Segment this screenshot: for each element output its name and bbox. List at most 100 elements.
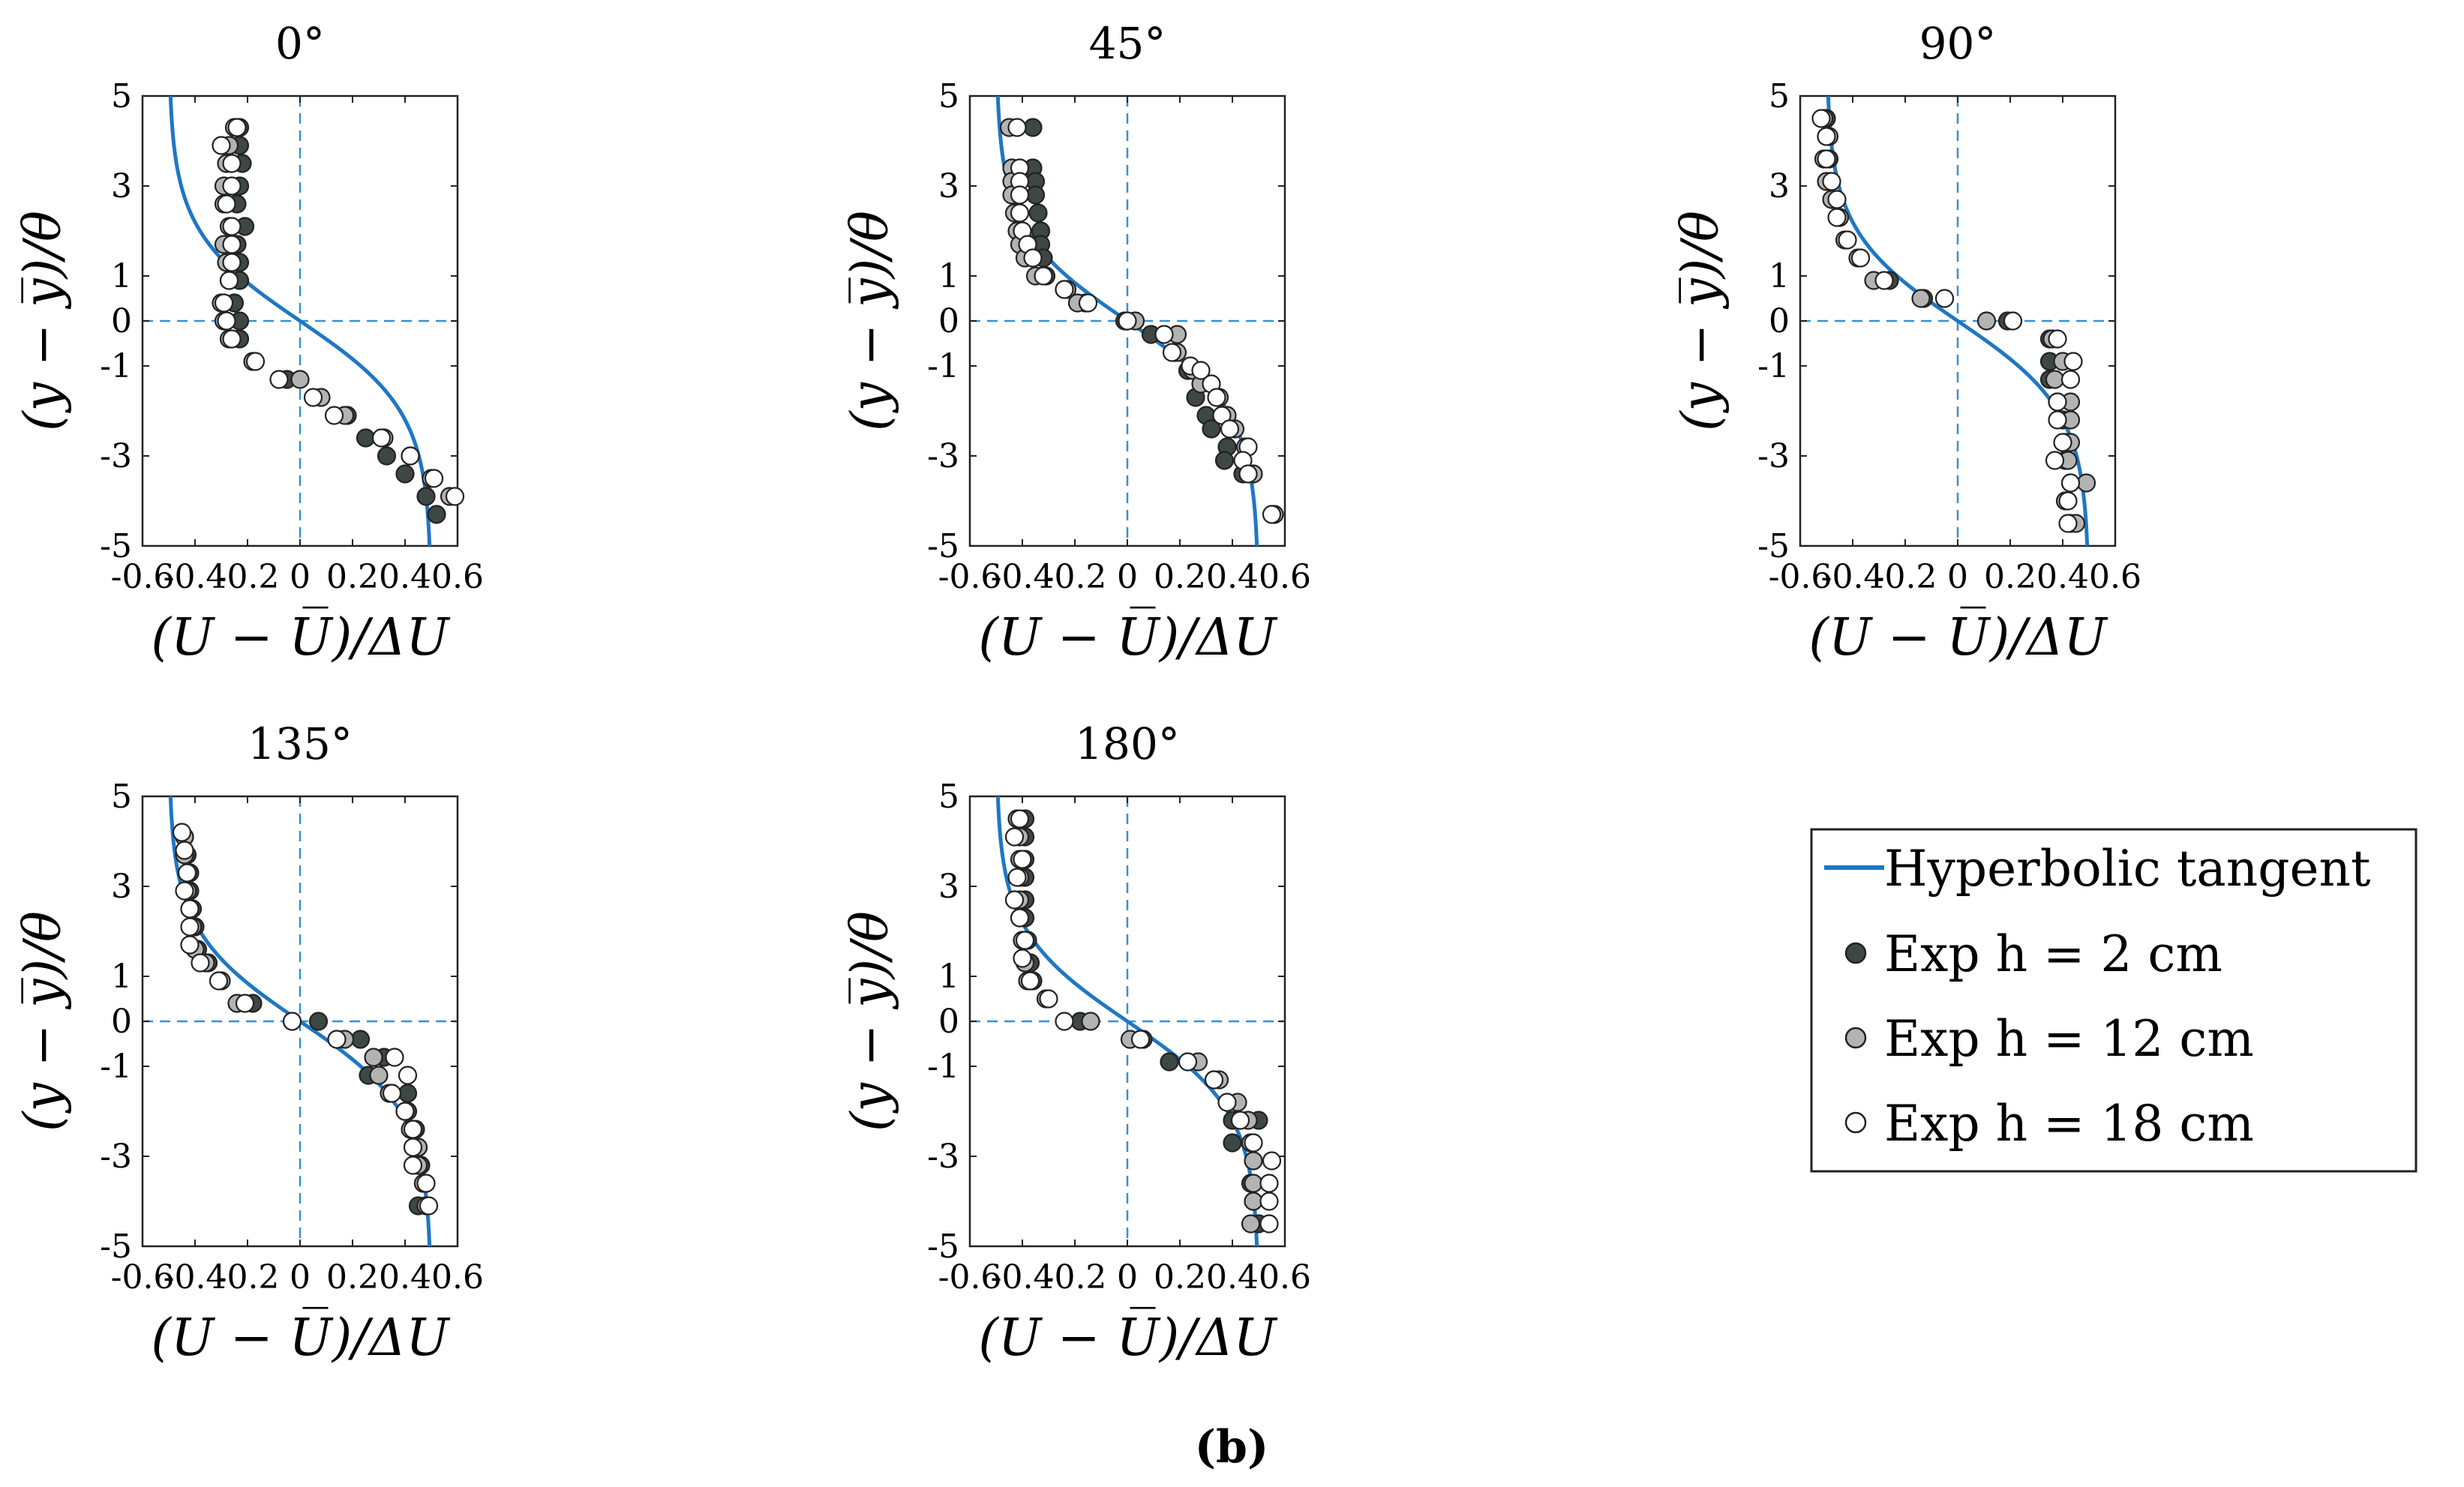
y-tick-label: 0	[111, 1003, 132, 1041]
data-point-h18	[222, 217, 242, 236]
data-point-h18	[1811, 109, 1831, 128]
x-tick-label: 0	[1117, 1258, 1138, 1297]
data-point-h2	[356, 428, 376, 448]
y-tick-label: 1	[111, 257, 132, 295]
x-tick-label: 0.2	[1984, 558, 2036, 596]
data-point-h18	[445, 487, 465, 506]
data-point-h12	[1911, 289, 1931, 308]
data-point-h18	[2060, 370, 2081, 389]
hyperbolic-tangent-curve	[995, 796, 1259, 1246]
data-point-h18	[2045, 451, 2065, 470]
x-tick-label: 0.4	[2036, 558, 2089, 596]
data-point-h12	[1244, 1192, 1263, 1211]
x-tick-label: -0.4	[991, 1258, 1055, 1297]
data-point-h18	[419, 1196, 439, 1216]
data-point-h18	[1827, 208, 1847, 227]
data-point-h18	[180, 917, 200, 937]
series-h18	[212, 118, 465, 506]
y-tick-label: 5	[111, 77, 132, 115]
data-point-h18	[1827, 190, 1847, 209]
data-point-h18	[1013, 850, 1032, 869]
x-tick-label: -0.4	[164, 558, 227, 596]
data-point-h18	[222, 176, 242, 196]
data-point-h18	[1178, 1052, 1198, 1072]
data-point-h18	[1055, 280, 1074, 299]
x-tick-label: -0.6	[111, 558, 175, 596]
data-point-h18	[217, 311, 236, 331]
data-point-h18	[282, 1012, 302, 1031]
data-point-h2	[1214, 451, 1235, 470]
x-tick-label: -0.2	[1874, 558, 1937, 596]
x-tick-label: -0.4	[991, 558, 1055, 596]
y-tick-label: -1	[927, 1048, 959, 1086]
y-tick-label: 3	[111, 167, 132, 205]
y-axis-label: (y − y̅)/θ	[14, 211, 73, 431]
x-tick-label: -0.2	[1043, 558, 1107, 596]
panel-title: 180°	[1075, 718, 1180, 769]
y-axis-label: (y − y̅)/θ	[1671, 211, 1730, 431]
panel-0: -0.6-0.4-0.2 0 0.2 0.4 0.6 5 3 1 0 -1 -3 -5 0° (U − U…	[14, 18, 484, 667]
x-axis-label: (U − U̅)/ΔU	[151, 607, 451, 667]
data-point-h12	[1241, 1214, 1261, 1234]
y-tick-label: 3	[938, 868, 959, 906]
data-point-h12	[369, 1066, 389, 1085]
data-point-h18	[227, 118, 247, 137]
data-point-h18	[1259, 1214, 1279, 1234]
data-point-h2	[1160, 1052, 1179, 1072]
data-point-h2	[427, 505, 446, 524]
legend-box	[1810, 828, 2417, 1173]
data-point-h18	[235, 994, 255, 1013]
data-point-h18	[1055, 1012, 1074, 1031]
data-point-h18	[2053, 433, 2072, 452]
data-point-h18	[222, 235, 242, 254]
series-h18	[172, 823, 439, 1216]
data-point-h18	[1259, 1192, 1279, 1211]
panel-4: -0.6-0.4-0.2 0 0.2 0.4 0.6 5 3 1 0 -1 -3 -5 180° (U −…	[841, 718, 1311, 1368]
data-point-h18	[2003, 311, 2023, 331]
y-tick-label: -5	[927, 1228, 959, 1266]
data-point-h2	[1023, 118, 1043, 137]
x-tick-label: 0.4	[1206, 558, 1259, 596]
data-point-h18	[2048, 329, 2067, 349]
data-point-h18	[1162, 343, 1182, 362]
y-tick-label: -5	[927, 527, 959, 565]
data-point-h18	[1262, 1151, 1282, 1171]
x-tick-label: -0.2	[216, 558, 280, 596]
x-tick-label: 0	[1117, 558, 1138, 596]
y-axis-label: (y − y̅)/θ	[841, 911, 900, 1132]
y-axis-label: (y − y̅)/θ	[841, 211, 900, 431]
panel-1: -0.6-0.4-0.2 0 0.2 0.4 0.6 5 3 1 0 -1 -3 -5 45° (U − …	[841, 18, 1311, 667]
y-tick-label: 0	[1769, 302, 1790, 340]
panel-title: 135°	[248, 718, 353, 769]
x-tick-label: 0.6	[1259, 558, 1311, 596]
data-point-h12	[1244, 1174, 1263, 1193]
panel-2: -0.6-0.4-0.2 0 0.2 0.4 0.6 5 3 1 0 -1 -3 -5 90° (U − …	[1671, 18, 2141, 667]
x-tick-label: 0.6	[1259, 1258, 1311, 1297]
data-point-h12	[1081, 1012, 1100, 1031]
y-tick-label: -3	[100, 437, 132, 475]
data-point-h2	[377, 446, 397, 466]
y-tick-label: 5	[938, 77, 959, 115]
series-h18	[1007, 118, 1282, 524]
data-point-h18	[327, 1030, 347, 1049]
data-point-h18	[1259, 1174, 1279, 1193]
x-axis-label: (U − U̅)/ΔU	[978, 607, 1278, 667]
legend-label-hyperbolic-tangent: Hyperbolic tangent	[1884, 840, 2371, 898]
data-point-h18	[1822, 172, 1841, 191]
data-point-h2	[308, 1012, 329, 1031]
data-point-h18	[424, 469, 444, 488]
data-point-h18	[180, 899, 200, 919]
data-point-h18	[1838, 230, 1857, 250]
y-tick-label: -1	[1757, 347, 1790, 385]
data-point-h18	[1007, 868, 1027, 887]
data-point-h18	[1817, 149, 1836, 169]
x-tick-label: -0.6	[938, 1258, 1002, 1297]
data-point-h18	[1191, 361, 1211, 380]
x-axis-label: (U − U̅)/ΔU	[151, 1308, 451, 1368]
x-tick-label: 0	[290, 558, 311, 596]
y-tick-label: 3	[938, 167, 959, 205]
data-point-h18	[1118, 311, 1137, 331]
data-point-h18	[209, 971, 229, 991]
legend-label-h18: Exp h = 18 cm	[1884, 1095, 2254, 1153]
